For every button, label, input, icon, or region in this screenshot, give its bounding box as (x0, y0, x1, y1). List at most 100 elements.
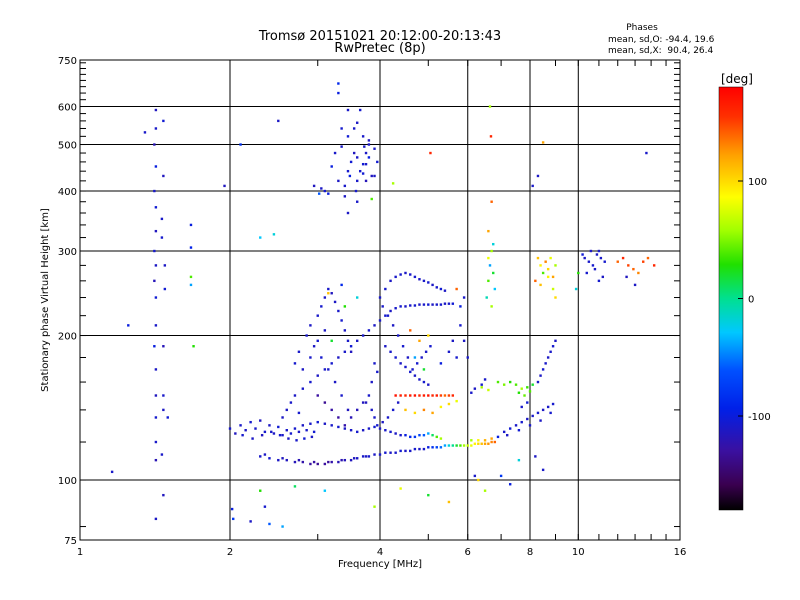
data-point (330, 165, 333, 168)
data-point (373, 416, 376, 419)
data-point (489, 135, 493, 138)
data-point (577, 271, 580, 275)
data-point (297, 411, 301, 415)
data-point (358, 108, 362, 112)
data-point (551, 345, 555, 348)
data-point (154, 368, 158, 371)
data-point (327, 292, 330, 295)
colorbar-label: [deg] (721, 72, 753, 86)
data-point (249, 520, 252, 523)
data-point (153, 189, 156, 193)
data-point (386, 416, 390, 419)
data-point (239, 424, 242, 427)
data-point (544, 260, 547, 263)
data-point (404, 449, 407, 453)
data-point (462, 339, 466, 343)
data-point (317, 192, 321, 195)
data-point (404, 394, 407, 397)
data-point (422, 279, 426, 283)
x-axis-label: Frequency [MHz] (338, 559, 422, 570)
data-point (435, 446, 438, 449)
data-point (435, 394, 438, 397)
data-point (451, 339, 455, 343)
data-point (278, 433, 282, 437)
data-point (316, 462, 319, 466)
data-point (539, 374, 542, 377)
data-point (349, 416, 353, 419)
data-point (480, 383, 483, 386)
data-point (355, 179, 359, 183)
data-point (632, 267, 635, 271)
data-point (154, 324, 158, 327)
data-point (597, 279, 601, 283)
data-point (378, 296, 382, 299)
data-point (263, 430, 267, 434)
data-point (539, 264, 542, 267)
data-point (473, 387, 477, 390)
data-point (376, 424, 379, 427)
data-point (488, 264, 492, 267)
data-point (473, 442, 477, 445)
data-point (361, 135, 365, 138)
data-point (162, 408, 165, 412)
data-point (373, 425, 376, 429)
data-point (348, 174, 352, 178)
data-point (349, 345, 353, 348)
data-point (355, 296, 359, 299)
data-point (358, 169, 362, 173)
data-point (293, 427, 297, 430)
data-point (514, 424, 518, 427)
data-point (285, 429, 288, 432)
data-point (652, 264, 656, 267)
data-point (323, 296, 327, 299)
data-point (541, 468, 545, 472)
data-point (394, 432, 397, 435)
data-point (367, 156, 371, 159)
data-point (526, 401, 529, 404)
data-point (531, 383, 534, 386)
data-point (493, 440, 497, 444)
data-point (399, 273, 402, 276)
data-point (502, 383, 506, 386)
data-point (418, 303, 421, 306)
data-point (459, 305, 462, 308)
data-point (477, 442, 480, 445)
data-point (549, 411, 552, 415)
data-point (551, 287, 555, 291)
data-point (352, 127, 356, 130)
data-point (520, 405, 523, 409)
data-point (289, 432, 293, 435)
data-point (223, 184, 226, 188)
data-point (287, 437, 290, 440)
data-point (581, 253, 584, 256)
data-point (162, 394, 165, 397)
data-point (352, 457, 356, 460)
data-point (502, 430, 506, 434)
data-point (480, 386, 483, 389)
data-point (285, 458, 288, 462)
data-point (404, 433, 407, 437)
data-point (470, 439, 473, 442)
data-points (110, 82, 656, 528)
data-point (544, 362, 547, 365)
data-point (373, 174, 376, 178)
data-point (399, 487, 402, 490)
data-point (376, 160, 379, 164)
data-point (259, 455, 262, 458)
data-point (355, 200, 359, 203)
data-point (483, 489, 487, 492)
data-point (323, 489, 327, 492)
data-point (330, 339, 333, 343)
data-point (364, 162, 368, 166)
data-point (301, 368, 305, 371)
data-point (162, 345, 165, 348)
data-point (451, 444, 455, 447)
data-point (260, 433, 264, 437)
data-point (415, 362, 419, 365)
data-point (378, 427, 382, 430)
data-point (160, 217, 164, 221)
data-point (367, 455, 371, 458)
y-tick-label: 75 (64, 536, 77, 547)
data-point (534, 279, 537, 283)
data-point (526, 417, 529, 421)
